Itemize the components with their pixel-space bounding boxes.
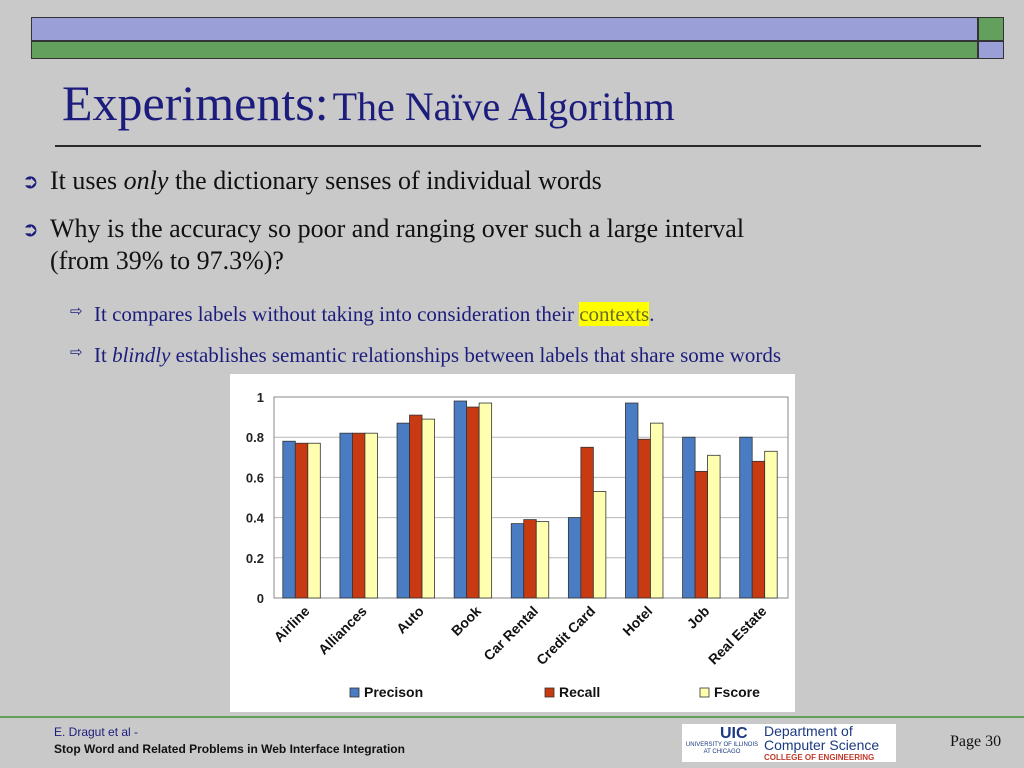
bar bbox=[339, 432, 353, 599]
bar bbox=[625, 402, 639, 599]
legend-swatch bbox=[349, 687, 360, 698]
bar bbox=[535, 521, 550, 599]
page-number: Page 30 bbox=[950, 733, 1002, 750]
title-divider bbox=[55, 145, 981, 147]
bar bbox=[764, 450, 778, 599]
sub-bullet-1-text: It compares labels without taking into c… bbox=[94, 302, 655, 326]
bar bbox=[282, 440, 296, 599]
bar bbox=[453, 400, 468, 599]
bar-chart: 0 0.2 0.4 0.6 0.8 1 Airline Alliances Auto Book Ca… bbox=[230, 374, 795, 712]
y-tick-label: 0.6 bbox=[246, 470, 264, 485]
legend-label: Precison bbox=[364, 684, 423, 700]
sub-bullet-2-text: It blindly establishes semantic relation… bbox=[94, 343, 781, 367]
bar bbox=[307, 442, 321, 599]
bar bbox=[707, 454, 721, 599]
bar bbox=[567, 517, 582, 599]
x-tick-label: Car Rental bbox=[480, 603, 541, 664]
x-tick-label: Hotel bbox=[619, 603, 655, 639]
bar bbox=[739, 436, 753, 599]
arrow-bullet-icon: ➲ bbox=[22, 217, 39, 241]
band-blue-square bbox=[978, 41, 1004, 59]
bar bbox=[409, 414, 423, 599]
footer-authors: E. Dragut et al - bbox=[54, 725, 139, 739]
highlight-contexts: contexts bbox=[579, 302, 650, 326]
footer-text: E. Dragut et al - Stop Word and Related … bbox=[54, 724, 405, 758]
bar bbox=[478, 402, 493, 599]
title-main: Experiments: bbox=[62, 75, 329, 131]
logo-uic: UIC bbox=[720, 725, 748, 742]
y-tick-label: 1 bbox=[257, 390, 264, 405]
x-tick-label: Real Estate bbox=[705, 603, 770, 668]
bar bbox=[637, 438, 651, 599]
hollow-arrow-icon: ⇨ bbox=[70, 302, 83, 320]
logo-department: Department of Computer Science bbox=[764, 723, 880, 753]
bar bbox=[294, 442, 309, 599]
bar bbox=[694, 470, 708, 599]
y-tick-label: 0 bbox=[257, 591, 264, 606]
bar bbox=[510, 523, 525, 599]
band-green-square bbox=[978, 17, 1004, 41]
x-tick-label: Alliances bbox=[315, 603, 370, 658]
bar bbox=[523, 519, 537, 599]
band-green-bar bbox=[31, 41, 978, 59]
logo-university: UNIVERSITY OF ILLINOIS AT CHICAGO bbox=[685, 742, 759, 755]
bullet-2-text: Why is the accuracy so poor and ranging … bbox=[50, 214, 745, 275]
bar bbox=[364, 432, 378, 599]
x-tick-label: Auto bbox=[393, 603, 427, 637]
y-tick-label: 0.4 bbox=[246, 511, 265, 526]
bar bbox=[396, 422, 410, 599]
bullet-1-text: It uses only the dictionary senses of in… bbox=[50, 166, 602, 195]
legend-swatch bbox=[699, 687, 710, 698]
bar-chart-svg: 0 0.2 0.4 0.6 0.8 1 Airline Alliances Auto BookCa… bbox=[246, 390, 789, 700]
legend-swatch bbox=[544, 687, 555, 698]
legend-label: Fscore bbox=[714, 684, 760, 700]
x-tick-label: Airline bbox=[271, 603, 313, 645]
bar bbox=[751, 460, 766, 599]
footer-paper-title: Stop Word and Related Problems in Web In… bbox=[54, 742, 405, 756]
x-tick-label: Book bbox=[448, 603, 484, 639]
band-blue-bar bbox=[31, 17, 978, 41]
title-sub: The Naïve Algorithm bbox=[332, 84, 675, 129]
slide-title: Experiments: The Naïve Algorithm bbox=[62, 74, 675, 132]
legend-label: Recall bbox=[559, 684, 600, 700]
bar bbox=[352, 432, 366, 599]
uic-logo: UIC UNIVERSITY OF ILLINOIS AT CHICAGO De… bbox=[682, 724, 896, 762]
x-tick-label: Job bbox=[684, 603, 713, 632]
bar bbox=[650, 422, 664, 599]
bar bbox=[592, 491, 607, 599]
x-tick-label: Credit Card bbox=[533, 603, 598, 668]
logo-college: COLLEGE OF ENGINEERING bbox=[764, 753, 875, 762]
bar bbox=[421, 418, 435, 599]
y-tick-label: 0.8 bbox=[246, 430, 264, 445]
bar bbox=[466, 406, 480, 599]
top-decorative-band bbox=[0, 0, 1024, 62]
footer-divider bbox=[0, 716, 1024, 718]
bar bbox=[580, 446, 594, 599]
arrow-bullet-icon: ➲ bbox=[22, 169, 39, 193]
y-tick-label: 0.2 bbox=[246, 551, 264, 566]
hollow-arrow-icon: ⇨ bbox=[70, 343, 83, 361]
bar bbox=[682, 436, 696, 599]
